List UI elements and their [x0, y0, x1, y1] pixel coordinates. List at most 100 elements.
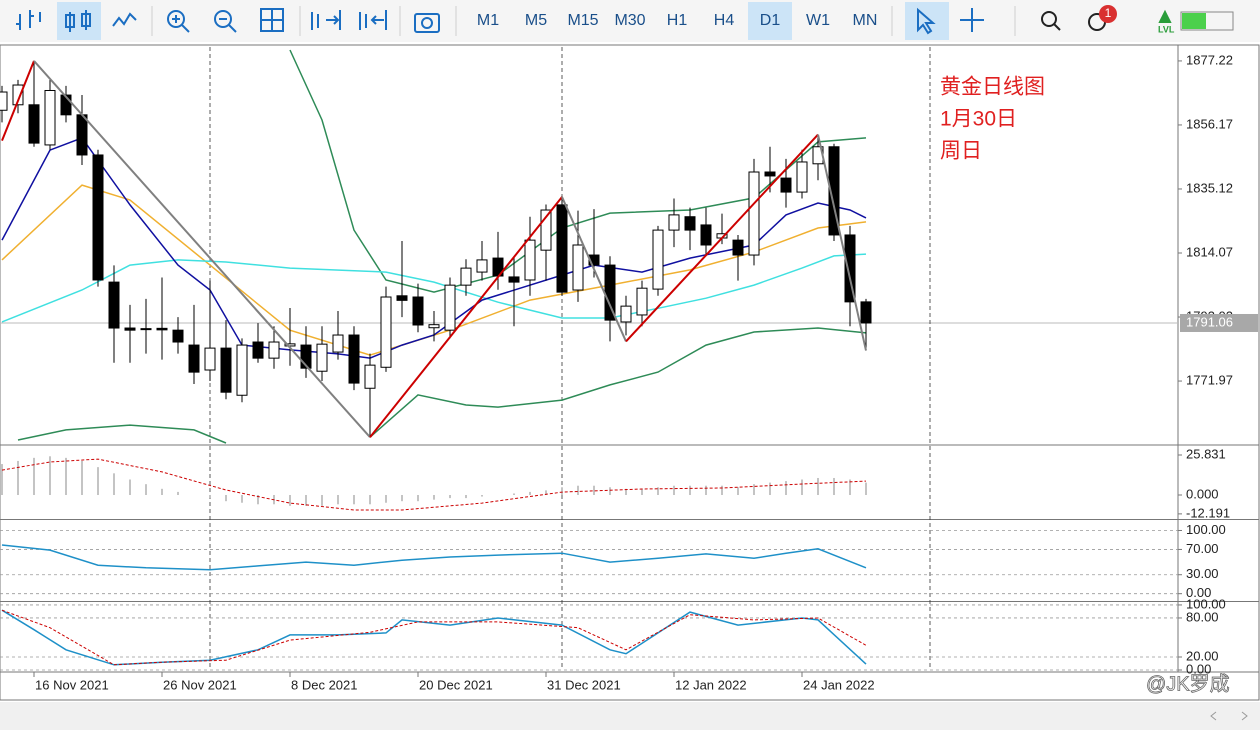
candle-icon[interactable]: [65, 10, 91, 32]
timeframe-button[interactable]: D1: [760, 12, 781, 29]
y-tick-label: 80.00: [1186, 609, 1219, 624]
y-tick-label: 1835.12: [1186, 180, 1233, 195]
y-tick-label: 1856.17: [1186, 116, 1233, 131]
indicator-line: [1, 253, 867, 323]
annotation: 周日: [940, 140, 982, 163]
candle-body: [732, 239, 744, 256]
candle-body: [460, 267, 472, 286]
timeframe-button[interactable]: M15: [567, 12, 598, 29]
annotation: 黄金日线图: [940, 76, 1045, 99]
autoscroll-icon[interactable]: [359, 10, 387, 30]
y-tick-label: 1771.97: [1186, 372, 1233, 387]
candle-body: [172, 329, 184, 343]
cursor-icon[interactable]: [917, 7, 936, 35]
candle-body: [28, 104, 40, 144]
chart-frame: [0, 44, 1260, 701]
candle-body: [844, 234, 856, 303]
candle-body: [220, 347, 232, 393]
candle-body: [396, 295, 408, 301]
candle-body: [796, 161, 808, 193]
candle-body: [524, 239, 536, 281]
y-tick-label: 1814.07: [1186, 244, 1233, 259]
candle-body: [316, 343, 328, 372]
y-tick-label: 70.00: [1186, 541, 1219, 556]
candle-body: [780, 177, 792, 193]
level-icon[interactable]: [1158, 9, 1172, 23]
line-icon[interactable]: [112, 12, 137, 27]
y-tick-label: 1877.22: [1186, 52, 1233, 67]
y-tick-label: 20.00: [1186, 648, 1219, 663]
candle-body: [412, 296, 424, 326]
candle-body: [636, 287, 648, 316]
candle-body: [60, 94, 72, 116]
x-tick-label: 31 Dec 2021: [547, 677, 621, 692]
y-tick-label: 0.00: [1186, 661, 1211, 676]
screenshot-icon[interactable]: [414, 13, 440, 33]
crosshair-icon[interactable]: [960, 8, 984, 32]
shift-icon[interactable]: [311, 10, 341, 30]
zoom-out-icon[interactable]: [214, 10, 232, 28]
candle-body: [700, 224, 712, 246]
candle-body: [76, 114, 88, 156]
candle-body: [748, 171, 760, 256]
candle-body: [92, 154, 104, 281]
indicator-line: [1, 136, 867, 359]
candle-body: [860, 301, 872, 324]
x-tick-label: 26 Nov 2021: [163, 677, 237, 692]
candle-body: [428, 324, 440, 329]
active-timeframe: [748, 2, 792, 40]
toolbar: 1 LVL: [0, 0, 1260, 42]
timeframe-button[interactable]: H1: [667, 12, 688, 29]
zoom-in-icon[interactable]: [167, 10, 185, 28]
current-price-label: 1791.06: [1186, 314, 1233, 329]
watermark: @JK罗成: [1146, 672, 1230, 695]
candle-body: [668, 214, 680, 231]
zigzag-segment: [817, 134, 867, 351]
y-tick-label: 25.831: [1186, 446, 1226, 461]
y-tick-label: 30.00: [1186, 566, 1219, 581]
timeframe-button[interactable]: W1: [806, 12, 830, 29]
candle-body: [268, 341, 280, 359]
bar-chart-icon[interactable]: [16, 10, 41, 30]
candle-body: [236, 344, 248, 396]
candle-body: [44, 89, 56, 146]
x-tick-label: 16 Nov 2021: [35, 677, 109, 692]
candle-body: [508, 276, 520, 283]
search-icon[interactable]: [1041, 11, 1057, 27]
candle-body: [108, 281, 120, 329]
candle-body: [284, 343, 296, 347]
timeframe-button[interactable]: MN: [853, 12, 878, 29]
scroll-arrows[interactable]: [1210, 711, 1248, 721]
timeframe-button[interactable]: M30: [614, 12, 645, 29]
candle-body: [620, 305, 632, 323]
candle-body: [252, 341, 264, 359]
candle-body: [444, 284, 456, 331]
zigzag-segment: [33, 60, 371, 438]
x-tick-label: 24 Jan 2022: [803, 677, 875, 692]
candle-body: [300, 344, 312, 369]
candle-body: [348, 334, 360, 384]
candle-body: [140, 328, 152, 331]
candle-body: [332, 334, 344, 353]
timeframe-button[interactable]: H4: [714, 12, 735, 29]
candle-body: [204, 347, 216, 371]
badge-count: 1: [1105, 6, 1112, 20]
zigzag-segment: [369, 196, 563, 438]
annotation: 1月30日: [940, 108, 1017, 131]
candle-body: [12, 84, 24, 106]
timeframe-button[interactable]: M5: [525, 12, 547, 29]
indicator-line: [1, 609, 867, 666]
timeframe-button[interactable]: M1: [477, 12, 499, 29]
current-price-box: [1180, 313, 1258, 332]
candle-body: [188, 344, 200, 373]
x-tick-label: 20 Dec 2021: [419, 677, 493, 692]
x-tick-label: 8 Dec 2021: [291, 677, 358, 692]
y-tick-label: 100.00: [1186, 522, 1226, 537]
candle-body: [764, 171, 776, 177]
zigzag-segment: [1, 60, 35, 142]
candle-body: [828, 146, 840, 236]
toolbar-bg: [0, 0, 1260, 42]
candle-body: [124, 327, 136, 331]
scrollbar[interactable]: [0, 702, 1260, 730]
candle-body: [476, 259, 488, 273]
